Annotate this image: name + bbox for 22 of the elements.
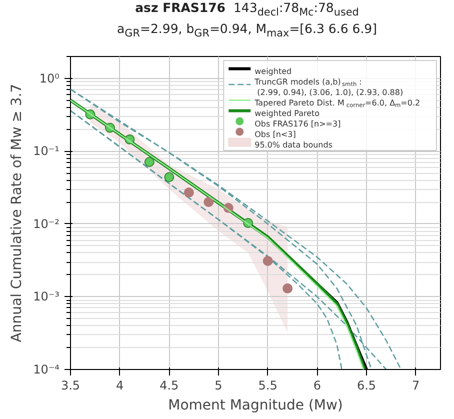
x-tick-label: 3.5 bbox=[60, 378, 80, 392]
x-tick-label: 4 bbox=[116, 378, 124, 392]
legend-label: Obs [n<3] bbox=[254, 130, 296, 139]
x-tick-label: 6.5 bbox=[356, 378, 376, 392]
x-tick-label: 5 bbox=[214, 378, 222, 392]
y-axis-title: Annual Cumulative Rate of Mw ≥ 3.7 bbox=[9, 84, 26, 342]
chart-title: asz FRAS176 143$_{decl}$:78$_{Mc}$:78$_{used}$ bbox=[134, 0, 360, 20]
y-tick-label: 10⁻¹ bbox=[33, 144, 60, 158]
y-tick-label: 10⁻⁴ bbox=[33, 362, 60, 376]
x-tick-label: 7 bbox=[412, 378, 420, 392]
chart-subtitle: a$_{GR}$=2.99, b$_{GR}$=0.94, M$_{max}$=[6.3 6.6 6.9] bbox=[117, 20, 377, 41]
y-tick-label: 10⁰ bbox=[39, 71, 60, 86]
x-tick-label: 4.5 bbox=[160, 378, 179, 392]
x-tick-label: 5.5 bbox=[258, 378, 278, 392]
y-tick-label: 10⁻³ bbox=[33, 290, 60, 304]
legend-label: weighted bbox=[254, 67, 292, 76]
legend-label: 95.0% data bounds bbox=[254, 140, 333, 150]
legend-label: weighted Pareto bbox=[254, 109, 320, 118]
x-axis-title: Moment Magnitude (Mw) bbox=[168, 398, 343, 414]
legend-label: Obs FRAS176 [n>=3] bbox=[254, 120, 341, 128]
x-tick-label: 6 bbox=[313, 378, 321, 392]
y-tick-label: 10⁻² bbox=[33, 216, 60, 231]
